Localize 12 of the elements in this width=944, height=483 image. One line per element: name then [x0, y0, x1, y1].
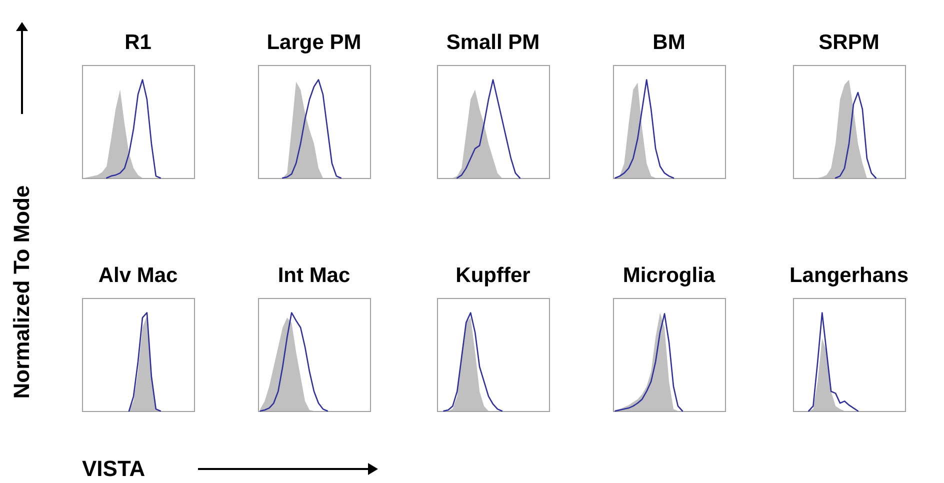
chart-title: BM	[652, 31, 686, 54]
chart-title: Kupffer	[456, 264, 530, 287]
y-axis-title: Normalized To Mode	[9, 185, 35, 399]
chart-title: Small PM	[446, 31, 540, 54]
chart-title: Int Mac	[278, 264, 350, 287]
chart-title: Langerhans	[789, 264, 909, 287]
chart-title: R1	[124, 31, 152, 54]
chart-title: Large PM	[266, 31, 362, 54]
chart-title: SRPM	[818, 31, 880, 54]
chart-title: Microglia	[622, 264, 716, 287]
x-axis-title: VISTA	[82, 456, 146, 482]
chart-title: Alv Mac	[98, 264, 178, 287]
